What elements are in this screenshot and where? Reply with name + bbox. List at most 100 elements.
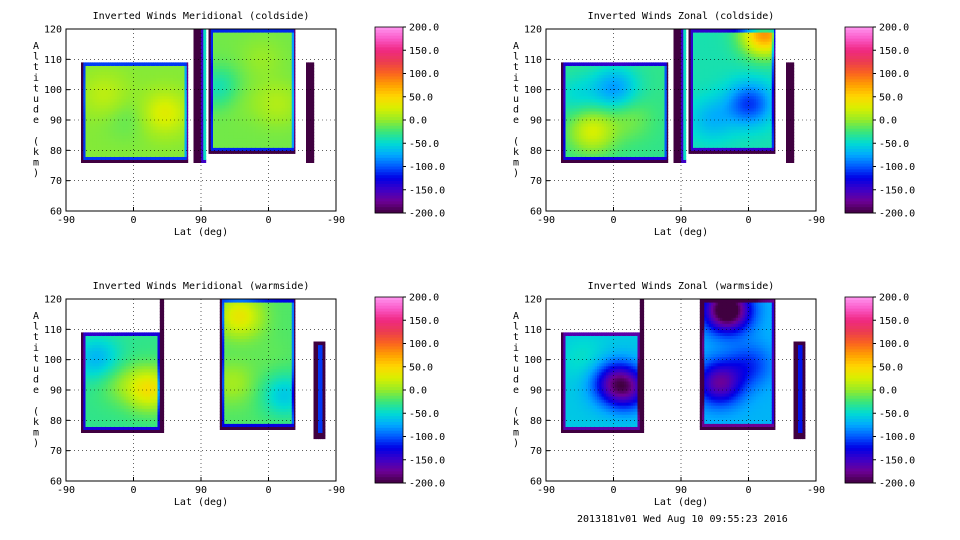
heat-cell	[94, 104, 98, 109]
heat-cell	[105, 68, 109, 72]
heat-cell	[128, 107, 132, 112]
heat-cell	[168, 123, 172, 127]
heat-cell	[164, 138, 168, 142]
heat-cell	[162, 83, 165, 88]
heat-cell	[171, 71, 174, 76]
heat-cell	[217, 120, 221, 124]
heat-cell	[150, 83, 154, 88]
heat-cell	[126, 86, 129, 91]
heat-cell	[110, 156, 114, 160]
heat-cell	[294, 29, 296, 33]
heat-cell	[244, 38, 248, 42]
heat-cell	[208, 83, 212, 88]
heat-cell	[237, 62, 241, 66]
heat-cell	[87, 74, 91, 79]
heat-cell	[253, 144, 257, 148]
heat-cell	[203, 123, 207, 127]
heat-cell	[87, 83, 91, 88]
colorbar-cell	[375, 120, 403, 124]
heat-cell	[112, 95, 116, 100]
heat-cell	[166, 144, 170, 148]
heat-cell	[139, 132, 143, 136]
heat-cell	[146, 89, 150, 94]
heat-cell	[180, 156, 183, 160]
heat-cell	[132, 126, 136, 130]
heat-cell	[222, 89, 225, 94]
heat-cell	[135, 74, 138, 79]
heat-cell	[242, 44, 246, 48]
heat-cell	[231, 74, 234, 79]
heat-cell	[258, 53, 261, 57]
heat-cell	[217, 59, 221, 63]
heat-cell	[246, 107, 250, 112]
heat-cell	[258, 68, 261, 72]
heat-cell	[210, 150, 214, 154]
heat-cell	[228, 120, 232, 124]
heat-cell	[219, 95, 223, 100]
heat-cell	[126, 147, 129, 151]
heat-cell	[117, 77, 120, 82]
heat-cell	[121, 104, 125, 109]
heat-cell	[157, 98, 161, 103]
heat-cell	[166, 77, 170, 82]
heat-cell	[103, 117, 107, 121]
heat-cell	[237, 47, 241, 51]
heat-cell	[162, 65, 165, 69]
heat-cell	[110, 150, 114, 154]
heat-cell	[231, 104, 234, 109]
heat-cell	[208, 129, 212, 133]
heat-cell	[312, 107, 315, 112]
heat-cell	[213, 29, 216, 33]
heat-cell	[201, 95, 204, 100]
heat-cell	[92, 92, 96, 97]
heat-cell	[208, 35, 212, 39]
heat-cell	[121, 101, 125, 106]
heat-cell	[166, 110, 170, 115]
heat-cell	[198, 89, 201, 94]
heat-cell	[208, 41, 212, 45]
heat-cell	[235, 101, 239, 106]
heat-cell	[215, 104, 219, 109]
heat-cell	[240, 83, 243, 88]
heat-cell	[222, 80, 225, 85]
heat-cell	[235, 86, 239, 91]
heat-cell	[249, 104, 252, 109]
heat-cell	[139, 107, 143, 112]
heat-cell	[96, 101, 100, 106]
heat-cell	[90, 65, 93, 69]
heat-cell	[135, 159, 138, 163]
heat-cell	[177, 89, 181, 94]
heat-cell	[132, 98, 136, 103]
heat-cell	[130, 68, 134, 72]
heat-cell	[249, 83, 252, 88]
heat-cell	[92, 153, 96, 157]
heat-cell	[312, 144, 315, 148]
heat-cell	[141, 71, 145, 76]
heat-cell	[139, 141, 143, 145]
heat-cell	[258, 123, 261, 127]
colorbar-cell	[375, 70, 403, 74]
heat-cell	[215, 101, 219, 106]
heat-cell	[201, 92, 204, 97]
heat-cell	[150, 123, 154, 127]
heat-cell	[244, 95, 248, 100]
heat-cell	[246, 147, 250, 151]
heat-cell	[237, 80, 241, 85]
heat-cell	[112, 107, 116, 112]
heat-cell	[255, 107, 259, 112]
heat-cell	[203, 74, 207, 79]
heat-cell	[148, 150, 152, 154]
heat-cell	[198, 156, 201, 160]
heat-cell	[112, 89, 116, 94]
heat-cell	[182, 104, 186, 109]
heat-cell	[294, 80, 296, 85]
heat-cell	[137, 74, 141, 79]
heat-cell	[237, 29, 241, 33]
heat-cell	[215, 80, 219, 85]
heat-cell	[175, 120, 179, 124]
heat-cell	[249, 107, 252, 112]
heat-cell	[128, 68, 132, 72]
heat-cell	[195, 56, 199, 60]
heat-cell	[312, 89, 315, 94]
heat-cell	[253, 38, 257, 42]
